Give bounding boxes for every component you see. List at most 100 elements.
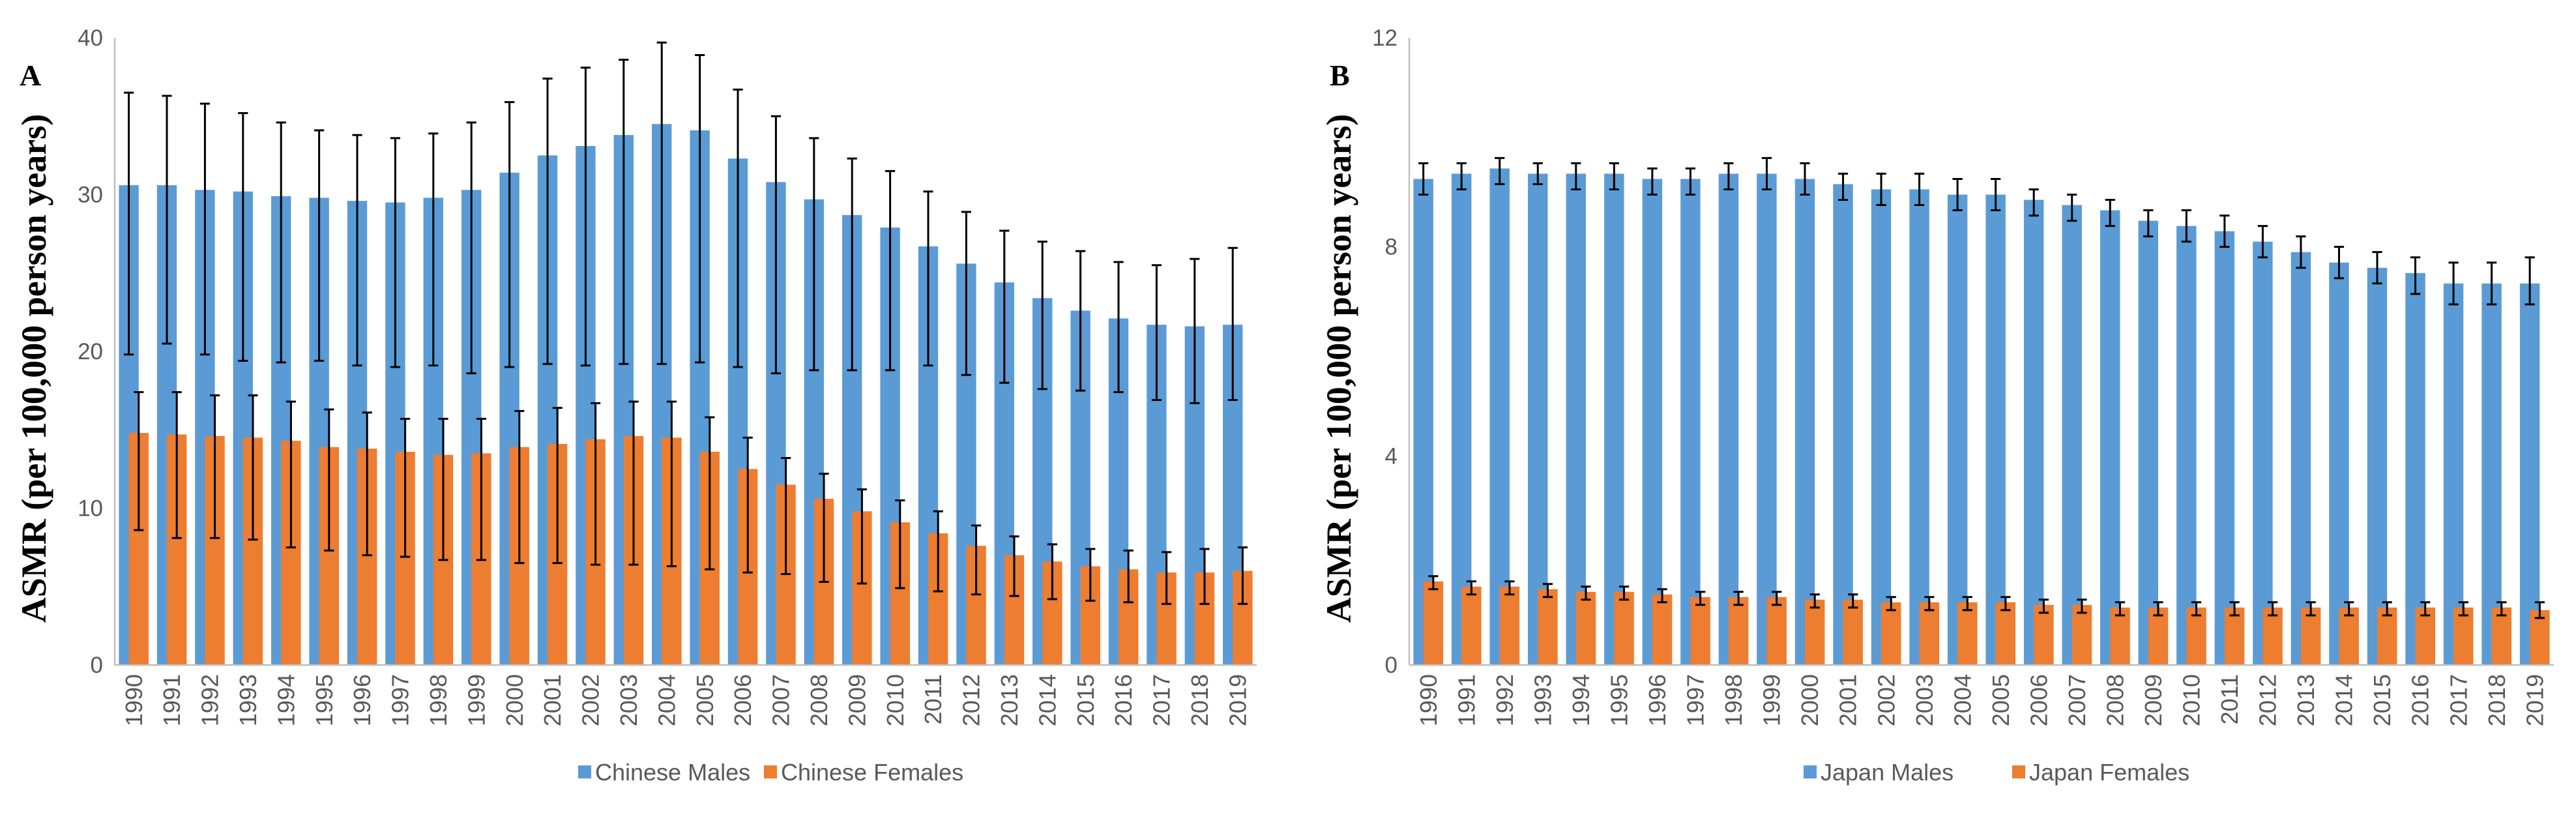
error-bar-chinese-males-2017 [1151, 264, 1162, 402]
error-bar-chinese-males-2013 [999, 229, 1010, 384]
error-bar-japan-males-2017 [2448, 261, 2459, 306]
error-bar-chinese-females-2006 [742, 436, 753, 574]
error-bar-chinese-males-1994 [276, 121, 286, 364]
error-bar-chinese-females-1991 [171, 391, 182, 539]
error-bar-chinese-females-2000 [514, 409, 525, 565]
plot-area: 0 10 20 30 40 1990 1991 1992 1993 1994 1995 1996 199… [78, 25, 1257, 726]
error-bar-japan-females-2005 [2000, 596, 2011, 612]
bar-japan-females-2017 [2453, 607, 2474, 665]
bar-japan-females-2004 [1957, 602, 1978, 665]
x-tick-label-2017: 2017 [2445, 674, 2472, 726]
error-bar-japan-females-1998 [1733, 591, 1744, 606]
bar-japan-males-2002 [1871, 189, 1892, 665]
bar-japan-males-2004 [1947, 194, 1968, 665]
error-bar-chinese-males-2001 [542, 78, 553, 365]
bar-japan-males-2010 [2176, 226, 2197, 666]
bar-japan-females-2008 [2110, 607, 2130, 665]
bar-japan-females-2000 [1804, 599, 1825, 665]
error-bar-japan-females-2009 [2153, 601, 2163, 617]
error-bar-japan-males-2015 [2372, 251, 2382, 285]
error-bar-japan-males-1996 [1647, 167, 1658, 196]
error-bar-chinese-females-2016 [1123, 549, 1134, 604]
x-tick-label-1997: 1997 [387, 674, 414, 726]
bar-japan-females-2006 [2034, 604, 2054, 665]
error-bar-chinese-males-2011 [923, 190, 933, 367]
error-bar-chinese-males-1993 [238, 111, 248, 362]
error-bar-japan-males-2011 [2219, 214, 2230, 248]
x-tick-label-1992: 1992 [197, 674, 224, 726]
error-bar-japan-males-1997 [1685, 167, 1695, 196]
bar-japan-females-1995 [1614, 591, 1634, 665]
error-bar-chinese-females-2015 [1085, 548, 1096, 602]
panel-letter: B [1330, 59, 1350, 92]
legend: Japan Males Japan Females [1804, 759, 2189, 786]
error-bar-chinese-males-1991 [162, 95, 172, 345]
error-bar-japan-females-1992 [1504, 580, 1515, 596]
error-bar-chinese-females-1998 [438, 417, 448, 561]
error-bar-japan-males-2008 [2105, 199, 2115, 228]
bar-japan-females-2007 [2071, 604, 2092, 665]
error-bar-japan-males-1995 [1609, 162, 1619, 190]
bar-japan-females-2011 [2224, 607, 2245, 665]
bar-japan-males-2005 [1985, 194, 2006, 665]
error-bar-chinese-males-2018 [1190, 258, 1200, 404]
bar-japan-females-2001 [1843, 599, 1863, 665]
y-tick-label: 30 [78, 183, 103, 208]
x-tick-label-1999: 1999 [1759, 674, 1785, 726]
error-bar-japan-males-2012 [2257, 225, 2268, 259]
bar-japan-males-1999 [1757, 173, 1777, 665]
legend-swatch-chinese-males [578, 765, 591, 778]
error-bar-japan-females-1995 [1618, 585, 1630, 601]
error-bar-japan-males-2013 [2296, 235, 2306, 269]
bar-japan-males-2003 [1909, 189, 1929, 665]
legend-label-chinese-males: Chinese Males [595, 759, 750, 786]
error-bar-japan-males-2018 [2486, 261, 2497, 306]
bar-japan-males-2001 [1833, 184, 1853, 665]
error-bar-chinese-females-2017 [1162, 551, 1172, 605]
error-bar-japan-males-2001 [1837, 172, 1849, 201]
legend-swatch-chinese-females [764, 765, 777, 778]
error-bar-chinese-males-2006 [733, 88, 743, 368]
error-bar-chinese-males-2009 [847, 157, 857, 372]
error-bar-japan-females-2008 [2115, 601, 2126, 617]
x-tick-label-2002: 2002 [1873, 674, 1899, 726]
bar-japan-females-2010 [2186, 607, 2206, 665]
x-tick-label-1990: 1990 [1415, 674, 1442, 726]
error-bar-chinese-females-2019 [1237, 546, 1248, 605]
x-tick-label-2008: 2008 [806, 674, 832, 726]
error-bar-chinese-females-2001 [552, 407, 563, 565]
bar-japan-females-2012 [2262, 607, 2283, 665]
error-bar-chinese-females-1999 [476, 417, 486, 561]
y-tick-label: 8 [1385, 235, 1398, 260]
x-tick-label-1992: 1992 [1491, 674, 1518, 726]
error-bar-japan-males-2016 [2410, 256, 2421, 295]
error-bar-chinese-males-2015 [1076, 250, 1086, 392]
legend: Chinese Males Chinese Females [578, 759, 963, 786]
error-bar-japan-males-2009 [2143, 209, 2154, 238]
error-bar-chinese-males-2019 [1227, 246, 1238, 402]
bar-japan-males-2012 [2253, 241, 2273, 665]
error-bar-japan-females-1999 [1772, 591, 1782, 606]
x-tick-label-2004: 2004 [1949, 674, 1976, 726]
error-bar-chinese-males-1992 [199, 102, 210, 356]
bar-japan-females-2009 [2148, 607, 2169, 665]
error-bars-chinese-females [134, 391, 1248, 605]
error-bar-japan-females-2017 [2458, 601, 2468, 617]
error-bar-chinese-males-2005 [695, 53, 705, 364]
x-tick-label-2005: 2005 [1987, 674, 2014, 726]
x-tick-label-2012: 2012 [2255, 674, 2281, 726]
x-tick-label-2013: 2013 [2292, 674, 2319, 726]
error-bar-japan-males-2003 [1914, 172, 1925, 207]
y-axis-title: ASMR (per 100,000 person years) [1319, 114, 1358, 623]
bar-japan-females-2018 [2491, 607, 2512, 665]
x-tick-label-1995: 1995 [1606, 674, 1633, 726]
bar-japan-males-2013 [2291, 252, 2311, 665]
legend-label-japan-females: Japan Females [2029, 759, 2189, 786]
error-bar-japan-males-1992 [1495, 156, 1505, 185]
error-bar-japan-females-2006 [2038, 599, 2049, 614]
error-bar-chinese-males-1990 [124, 91, 134, 356]
x-tick-label-2016: 2016 [2407, 674, 2434, 726]
x-tick-label-2011: 2011 [2216, 674, 2243, 724]
x-tick-label-2015: 2015 [1072, 674, 1099, 726]
bar-japan-females-2019 [2530, 610, 2550, 665]
